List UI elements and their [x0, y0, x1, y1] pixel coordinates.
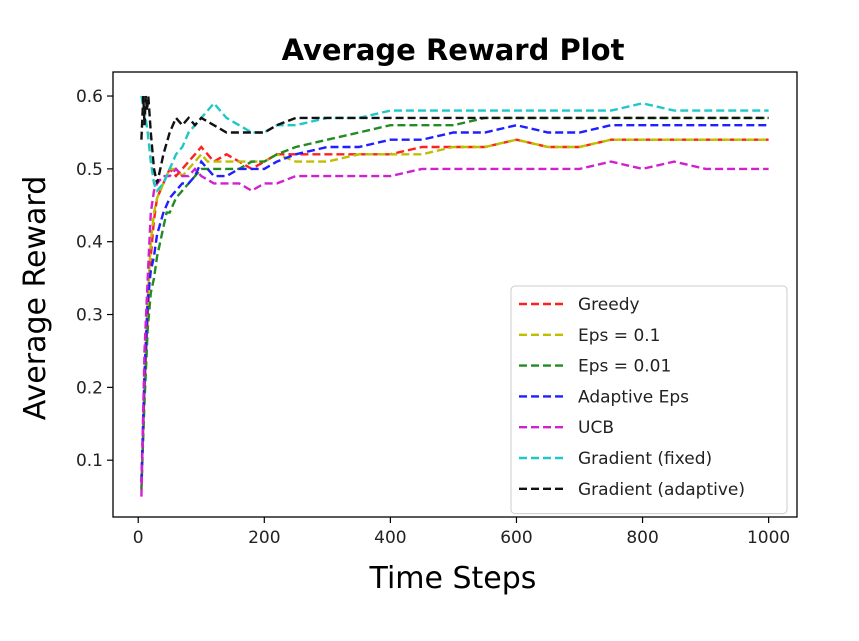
x-tick-label: 400: [374, 528, 406, 548]
legend-label-adaptive-eps: Adaptive Eps: [578, 387, 689, 407]
y-tick-label: 0.5: [76, 160, 103, 180]
y-tick-label: 0.4: [76, 233, 103, 253]
series-line-ucb: [140, 160, 769, 497]
series-line-gradient-adaptive: [140, 95, 769, 184]
legend-label-eps-0-1: Eps = 0.1: [578, 326, 660, 346]
series-line-adaptive-eps: [140, 123, 769, 483]
x-tick-label: 800: [626, 528, 658, 548]
y-axis-label: Average Reward: [18, 176, 53, 420]
x-tick-label: 0: [133, 528, 144, 548]
legend-label-eps-0-01: Eps = 0.01: [578, 357, 671, 377]
y-tick-label: 0.2: [76, 378, 103, 398]
series-line-gradient-fixed: [140, 95, 769, 193]
series-line-greedy: [140, 138, 769, 483]
plot-area: [140, 95, 769, 497]
plot-frame: [112, 71, 798, 518]
x-tick-label: 200: [248, 528, 280, 548]
legend-label-ucb: UCB: [578, 418, 614, 438]
x-tick-label: 600: [500, 528, 532, 548]
y-tick-label: 0.1: [76, 451, 103, 471]
chart-title: Average Reward Plot: [282, 33, 625, 67]
y-tick-label: 0.6: [76, 87, 103, 107]
legend-box: [510, 285, 788, 515]
x-axis-label: Time Steps: [369, 561, 537, 596]
x-tick-label: 1000: [747, 528, 790, 548]
legend: Greedy Eps = 0.1 Eps = 0.01 Adaptive Eps UCB…: [510, 285, 788, 515]
legend-label-greedy: Greedy: [578, 295, 640, 315]
axis-ticks: 0 200 400 600 800 1000 0.1 0.2 0.3 0.4 0.5 0.6: [76, 87, 790, 548]
y-tick-label: 0.3: [76, 306, 103, 326]
legend-label-gradient-fixed: Gradient (fixed): [578, 449, 712, 469]
legend-label-gradient-adaptive: Gradient (adaptive): [578, 480, 745, 500]
